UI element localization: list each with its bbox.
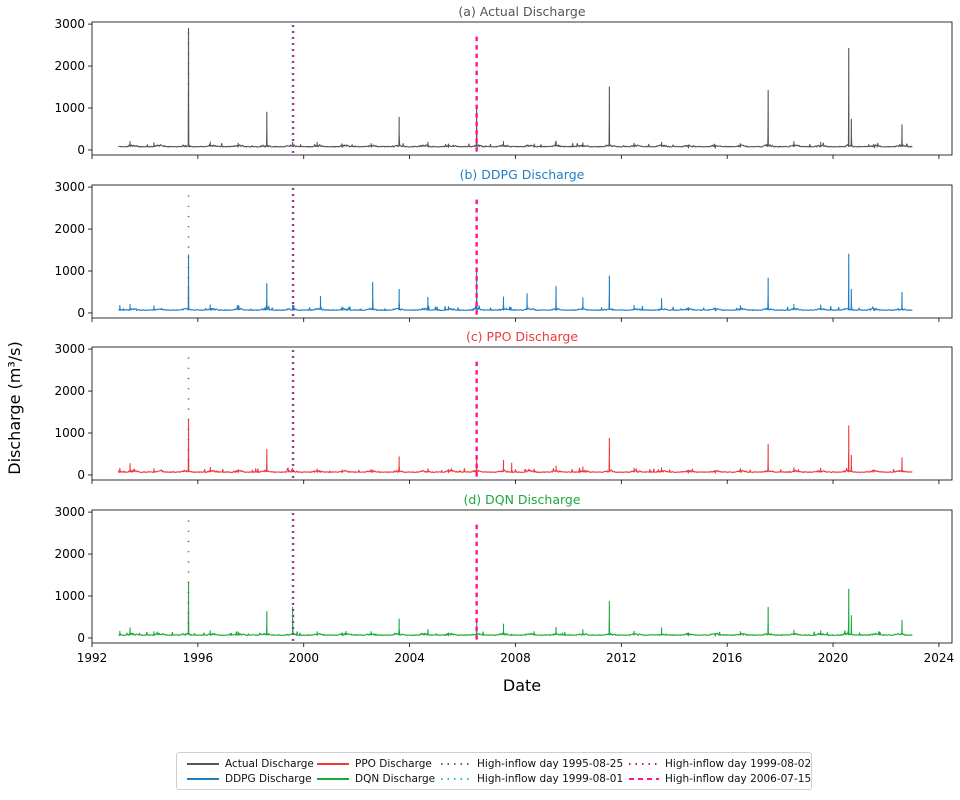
legend-label-ppo: PPO Discharge bbox=[355, 758, 432, 770]
y-tick-label: 0 bbox=[77, 631, 85, 645]
legend-label-day-2006-07-15: High-inflow day 2006-07-15 bbox=[665, 773, 812, 785]
x-tick-label: 2008 bbox=[500, 651, 531, 665]
y-tick-label: 2000 bbox=[54, 384, 85, 398]
y-tick-label: 3000 bbox=[54, 342, 85, 356]
y-tick-label: 1000 bbox=[54, 101, 85, 115]
panel-2: (b) DDPG Discharge 0 1000 2000 3000 bbox=[54, 167, 953, 322]
panel-title: (b) DDPG Discharge bbox=[460, 167, 585, 182]
x-tick-label: 2020 bbox=[818, 651, 849, 665]
panel-frame bbox=[91, 346, 953, 481]
x-tick-label: 2000 bbox=[288, 651, 319, 665]
panel-frame bbox=[91, 509, 953, 644]
x-tick-label: 1992 bbox=[77, 651, 108, 665]
y-tick-label: 1000 bbox=[54, 589, 85, 603]
y-tick-label: 0 bbox=[77, 306, 85, 320]
x-tick-label: 2004 bbox=[394, 651, 425, 665]
y-tick-label: 2000 bbox=[54, 222, 85, 236]
panel-frame bbox=[91, 184, 953, 319]
legend-label-day-1995-08-25: High-inflow day 1995-08-25 bbox=[477, 758, 624, 770]
series-line bbox=[118, 27, 913, 149]
x-axis-label: Date bbox=[503, 676, 541, 695]
x-tick-label: 1996 bbox=[183, 651, 214, 665]
panel-title: (d) DQN Discharge bbox=[463, 492, 580, 507]
legend: Actual Discharge DDPG Discharge PPO Disc… bbox=[176, 752, 812, 790]
series-line bbox=[118, 253, 913, 312]
panel-title: (a) Actual Discharge bbox=[458, 4, 585, 19]
series-line bbox=[117, 419, 913, 474]
legend-label-day-1999-08-01: High-inflow day 1999-08-01 bbox=[477, 773, 624, 785]
panel-3: (c) PPO Discharge 0 1000 2000 3000 bbox=[54, 329, 953, 484]
y-tick-label: 0 bbox=[77, 468, 85, 482]
panel-title: (c) PPO Discharge bbox=[466, 329, 578, 344]
panel-1: (a) Actual Discharge 0 1000 2000 3000 bbox=[54, 4, 953, 159]
legend-label-actual: Actual Discharge bbox=[225, 758, 314, 770]
y-tick-label: 3000 bbox=[54, 505, 85, 519]
y-tick-label: 1000 bbox=[54, 264, 85, 278]
legend-label-day-1999-08-02: High-inflow day 1999-08-02 bbox=[665, 758, 812, 770]
x-tick-label: 2024 bbox=[924, 651, 955, 665]
y-axis-label: Discharge (m³/s) bbox=[5, 341, 24, 474]
legend-label-dqn: DQN Discharge bbox=[355, 773, 436, 785]
y-tick-label: 2000 bbox=[54, 59, 85, 73]
y-tick-label: 3000 bbox=[54, 180, 85, 194]
x-tick-label: 2012 bbox=[606, 651, 637, 665]
panel-4: (d) DQN Discharge 0 1000 2000 3000 1992 1996 20… bbox=[54, 492, 954, 665]
series-line bbox=[118, 581, 913, 637]
y-tick-label: 0 bbox=[77, 143, 85, 157]
y-tick-label: 2000 bbox=[54, 547, 85, 561]
y-tick-label: 1000 bbox=[54, 426, 85, 440]
legend-label-ddpg: DDPG Discharge bbox=[225, 773, 312, 785]
panel-frame bbox=[91, 21, 953, 156]
y-tick-label: 3000 bbox=[54, 17, 85, 31]
x-tick-label: 2016 bbox=[712, 651, 743, 665]
